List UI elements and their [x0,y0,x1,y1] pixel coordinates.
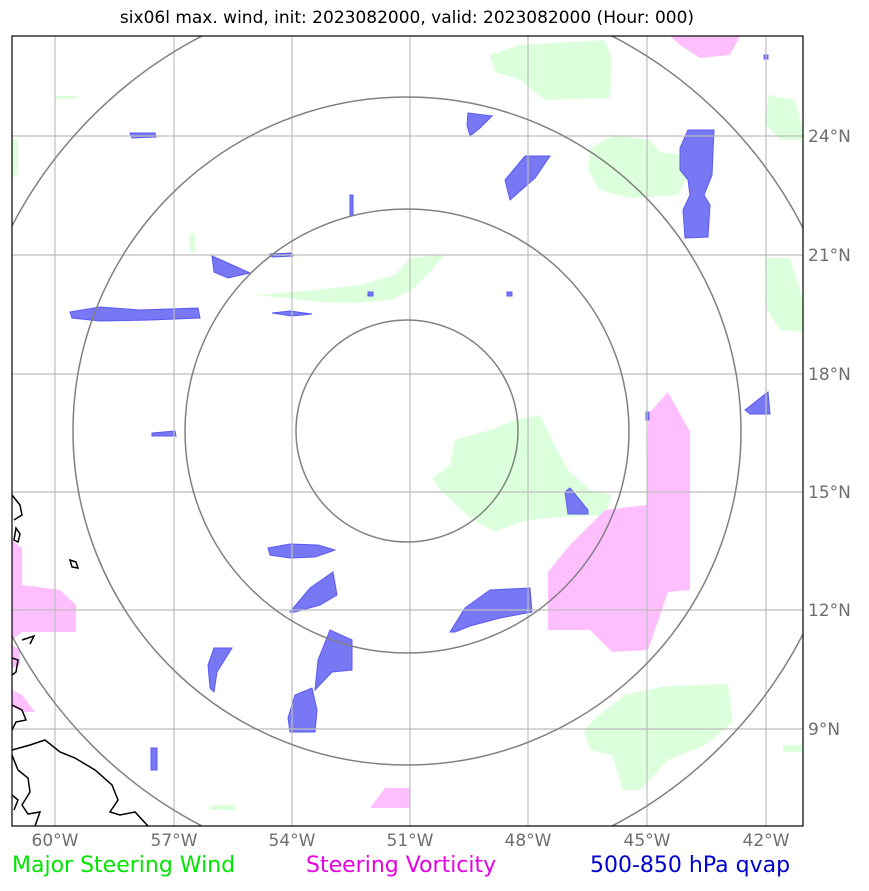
vorticity-patch [670,36,740,58]
qvap-patch [349,194,354,216]
qvap-patch [288,571,338,613]
legend-steering-vorticity: Steering Vorticity [306,853,497,878]
qvap-patch [151,430,177,437]
qvap-patch [207,647,233,694]
longitude-labels: 60°W 57°W 54°W 51°W 48°W 45°W 42°W [32,831,790,851]
wind-patch [210,805,235,810]
vorticity-patch [12,690,35,712]
range-ring [295,319,519,543]
wind-patch [12,138,18,178]
coastline [13,526,21,544]
lon-label: 51°W [387,831,434,851]
coastline [21,634,36,645]
wind-patch [255,254,445,303]
vorticity-patch [370,788,410,808]
lon-label: 54°W [269,831,316,851]
wind-patch [55,96,78,99]
lon-label: 42°W [743,831,790,851]
qvap-patch [679,129,715,239]
wind-patch [584,684,733,790]
lat-label: 15°N [808,483,851,503]
qvap-patch [267,543,337,559]
qvap-dot [506,291,513,297]
lat-label: 9°N [808,720,840,740]
lon-label: 45°W [624,831,671,851]
lon-label: 60°W [32,831,79,851]
lon-label: 48°W [505,831,552,851]
vorticity-patch [12,540,76,640]
range-rings [12,36,803,826]
wind-patch [190,233,195,252]
gridlines [12,36,803,826]
vorticity-patch [548,392,690,652]
latitude-labels: 24°N 21°N 18°N 15°N 12°N 9°N [808,127,851,740]
qvap-patch [150,747,158,771]
coastline [12,739,149,826]
wind-patch [766,95,803,140]
wind-patch [783,745,803,752]
coastline [12,754,42,826]
lat-label: 12°N [808,601,851,621]
map-title: six06l max. wind, init: 2023082000, vali… [119,8,695,28]
coastlines [12,494,149,826]
coastline [12,494,23,521]
qvap-patch [744,391,771,415]
coastline [68,558,80,569]
coastline [12,794,19,811]
range-ring [12,36,803,826]
wind-patch [490,40,612,100]
qvap-patch [564,487,589,515]
qvap-dot [367,291,374,297]
qvap-patch [287,687,318,733]
qvap-patch [211,255,252,279]
lon-label: 57°W [151,831,198,851]
lat-label: 21°N [808,246,851,266]
wind-patch [588,135,688,198]
qvap-patch [69,306,201,322]
lat-label: 18°N [808,365,851,385]
legend-qvap: 500-850 hPa qvap [590,853,791,878]
range-ring [72,96,742,766]
qvap-patch [314,629,353,692]
qvap-patch [466,112,494,137]
wind-patch [765,258,803,332]
coastline [12,657,19,676]
legend-steering-wind: Major Steering Wind [12,853,236,878]
lat-label: 24°N [808,127,851,147]
coastline [12,704,28,731]
range-ring [184,208,630,654]
map-frame [11,35,804,827]
